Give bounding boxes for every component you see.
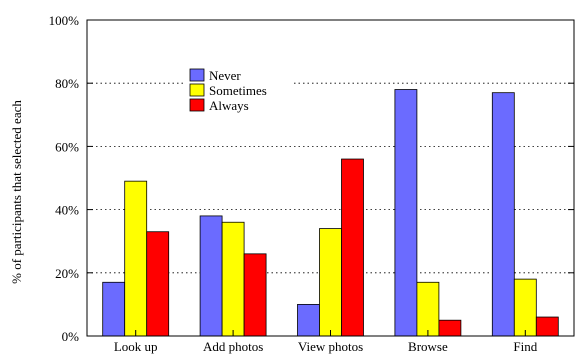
y-axis-ticks: 0% 20% 40% 60% 80% 100% — [49, 13, 574, 344]
x-category-label: View photos — [298, 339, 363, 354]
bar-always-0 — [146, 231, 170, 337]
x-axis-categories: Look up Add photos View photos Browse Find — [114, 330, 538, 354]
legend-label-sometimes: Sometimes — [209, 83, 267, 98]
bar-never-2 — [297, 303, 320, 337]
legend-swatch-never — [189, 68, 205, 82]
y-tick-label: 60% — [55, 139, 79, 154]
bar-always-3 — [438, 319, 462, 337]
legend-swatch-sometimes — [189, 83, 205, 97]
bars — [102, 89, 559, 337]
x-category-label: Find — [513, 339, 537, 354]
bar-sometimes-3 — [416, 281, 440, 337]
bar-always-2 — [341, 158, 364, 337]
bar-sometimes-1 — [221, 221, 245, 337]
y-axis-label: % of participants that selected each — [9, 100, 24, 284]
legend-label-always: Always — [209, 98, 249, 113]
bar-sometimes-4 — [513, 278, 537, 337]
y-tick-label: 20% — [55, 266, 79, 281]
bar-never-4 — [491, 92, 515, 337]
y-tick-label: 0% — [62, 329, 80, 344]
y-tick-label: 100% — [49, 13, 80, 28]
bar-always-1 — [243, 253, 267, 337]
bar-never-0 — [102, 281, 126, 337]
x-category-label: Add photos — [203, 339, 263, 354]
x-category-label: Browse — [408, 339, 448, 354]
bar-sometimes-2 — [319, 228, 342, 337]
legend-label-never: Never — [209, 68, 241, 83]
legend-swatch-always — [189, 98, 205, 112]
bar-sometimes-0 — [124, 180, 148, 337]
y-tick-label: 80% — [55, 76, 79, 91]
bar-never-1 — [199, 215, 223, 337]
y-tick-label: 40% — [55, 203, 79, 218]
x-category-label: Look up — [114, 339, 158, 354]
bar-never-3 — [394, 89, 418, 337]
bar-always-4 — [535, 316, 559, 337]
